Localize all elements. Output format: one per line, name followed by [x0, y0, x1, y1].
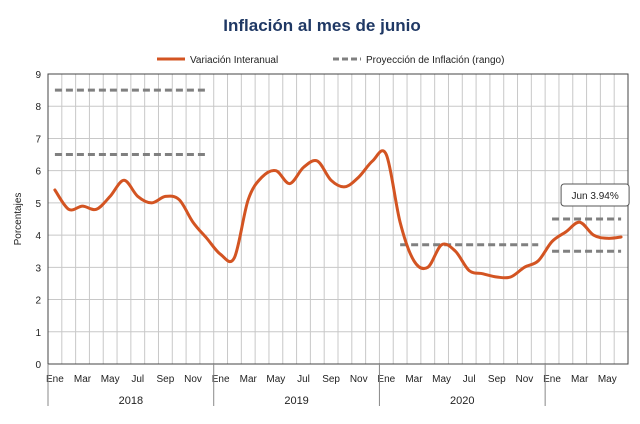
- annotation-box: [560, 183, 630, 207]
- y-tick-label: 3: [35, 263, 41, 274]
- y-tick-label: 2: [35, 296, 41, 307]
- x-tick-label: Nov: [516, 374, 534, 385]
- year-label: 2019: [284, 395, 308, 407]
- y-axis-label: Porcentajes: [13, 193, 24, 246]
- legend: Variación Interanual Proyección de Infla…: [157, 55, 504, 66]
- legend-label-proyeccion: Proyección de Inflación (rango): [366, 55, 504, 66]
- chart-title: Inflación al mes de junio: [223, 16, 420, 35]
- x-tick-label: Sep: [156, 374, 174, 385]
- x-tick-label: Jul: [297, 374, 310, 385]
- x-tick-label: Sep: [322, 374, 340, 385]
- year-label: 2018: [119, 395, 143, 407]
- annotation-label: Jun 3.94%: [571, 191, 618, 202]
- x-tick-label: Mar: [571, 374, 589, 385]
- x-tick-label: Ene: [377, 374, 395, 385]
- x-tick-label: May: [266, 374, 285, 385]
- x-tick-label: Sep: [488, 374, 506, 385]
- y-tick-label: 7: [35, 134, 41, 145]
- x-tick-label: Nov: [350, 374, 368, 385]
- y-tick-label: 1: [35, 328, 41, 339]
- x-tick-label: Mar: [240, 374, 258, 385]
- x-tick-label: May: [101, 374, 120, 385]
- y-tick-label: 6: [35, 167, 41, 178]
- axes: 0 1 2 3 4 5 6 7 8 9 Ene Mar May Jul Sep Nov Ene Mar May Jul…: [35, 70, 629, 407]
- y-tick-label: 0: [35, 360, 41, 371]
- y-tick-label: 8: [35, 102, 41, 113]
- x-tick-label: May: [598, 374, 617, 385]
- legend-label-interanual: Variación Interanual: [190, 55, 278, 66]
- y-tick-label: 5: [35, 199, 41, 210]
- y-tick-label: 4: [35, 231, 41, 242]
- x-tick-label: May: [432, 374, 451, 385]
- x-tick-label: Nov: [184, 374, 202, 385]
- x-tick-label: Jul: [131, 374, 144, 385]
- x-tick-label: Jul: [463, 374, 476, 385]
- y-tick-label: 9: [35, 70, 41, 81]
- projection-series: [54, 88, 622, 253]
- year-label: 2020: [450, 395, 474, 407]
- x-tick-label: Mar: [74, 374, 92, 385]
- series-line-interanual: [53, 149, 623, 280]
- x-tick-label: Mar: [405, 374, 423, 385]
- x-tick-label: Ene: [46, 374, 64, 385]
- annotation: Jun 3.94%: [560, 183, 630, 207]
- x-tick-label: Ene: [543, 374, 561, 385]
- x-tick-label: Ene: [212, 374, 230, 385]
- plot-border: [47, 73, 629, 365]
- grid: [47, 73, 629, 365]
